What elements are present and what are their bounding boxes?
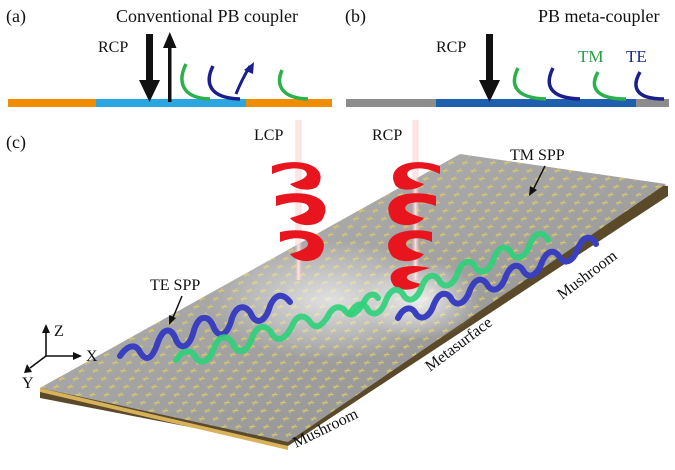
panel-a-tm-curve [180,63,211,101]
panel-c: (c) LCP RCP [6,120,668,452]
rcp-label: RCP [372,127,402,144]
te-spp-pointer-head [169,315,176,325]
panel-b-incident-arrow [479,34,500,102]
lcp-helix [272,162,326,262]
panel-b-te-curve-1 [547,67,581,101]
axis-y-label: Y [22,375,34,392]
tm-spp-wave-right [347,230,551,317]
panel-a-bar-center [96,99,246,107]
panel-b-te-label: TE [626,47,647,66]
panel-a-bar-left [8,99,96,107]
panel-c-tag: (c) [6,132,26,153]
tm-spp-label: TM SPP [510,147,565,164]
panel-b-tm-curve-2 [592,71,627,101]
axis-z-label: Z [54,323,64,340]
panel-b: (b) PB meta-coupler RCP TM TE [345,6,669,107]
axis-x-label: X [86,348,98,365]
panel-a-te-arrow-head [244,62,254,74]
panel-b-tm-label: TM [578,47,604,66]
panel-b-title: PB meta-coupler [538,6,659,26]
panel-b-te-curve-2 [634,71,665,101]
tm-spp-pointer-head [529,186,537,196]
panel-a-bar-right [246,99,332,107]
panel-b-bar-left [346,99,436,107]
tm-spp-pointer [531,165,546,193]
panel-a-incident-arrow [139,34,160,102]
panel-a-tag: (a) [6,6,26,27]
panel-b-tm-curve-1 [512,67,547,101]
lcp-label: LCP [254,127,283,144]
slab-gold-edge [40,388,288,450]
te-spp-wave-right [395,234,599,321]
te-spp-pointer [171,295,183,321]
panel-a: (a) Conventional PB coupler RCP [6,6,332,107]
te-spp-wave-left [117,292,293,361]
panel-a-tm-curve-right [277,69,309,101]
panel-a-title: Conventional PB coupler [116,6,298,26]
panel-b-tag: (b) [345,6,366,27]
panel-b-bar-right [636,99,669,107]
rcp-helix [388,162,440,290]
coordinate-axes [24,324,82,373]
panel-a-te-curve-1 [207,65,241,101]
panel-a-rcp-label: RCP [98,39,128,56]
te-spp-label: TE SPP [150,277,200,294]
panel-b-rcp-label: RCP [436,39,466,56]
surface-glow-2 [360,260,480,340]
panel-b-bar-center [436,99,636,107]
panel-a-reflected-arrow [163,32,177,102]
